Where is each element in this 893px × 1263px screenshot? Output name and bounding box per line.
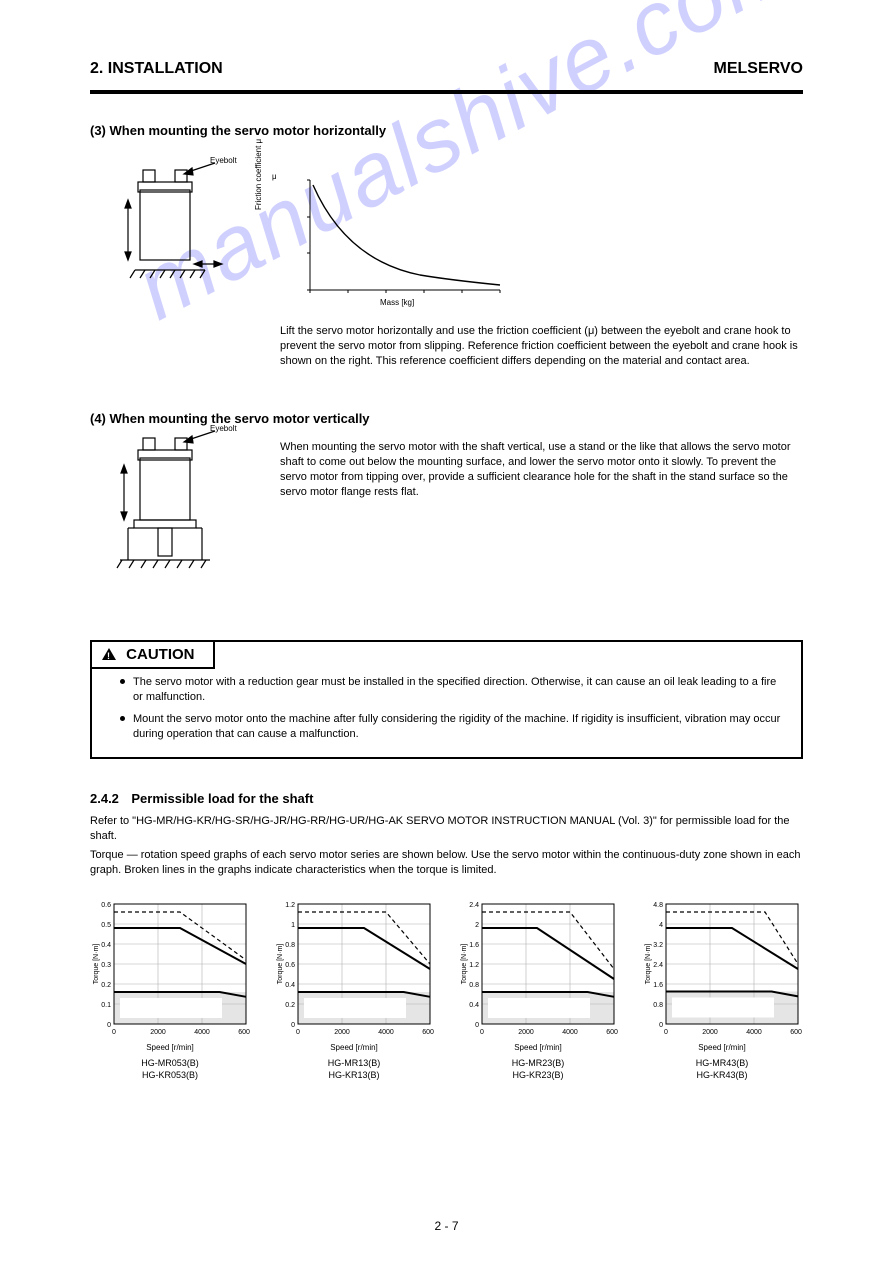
svg-text:0: 0 (107, 1022, 111, 1029)
svg-text:0.8: 0.8 (653, 1002, 663, 1009)
caution-label-text: CAUTION (126, 646, 194, 663)
svg-text:0.2: 0.2 (285, 1002, 295, 1009)
svg-text:0.4: 0.4 (101, 942, 111, 949)
svg-text:4.8: 4.8 (653, 902, 663, 909)
mech-drawing-vertical: Eyebolt (110, 430, 230, 580)
chart-title: HG-MR13(B)HG-KR13(B) (274, 1058, 434, 1081)
svg-text:4: 4 (659, 922, 663, 929)
svg-text:2: 2 (475, 922, 479, 929)
caution-body: The servo motor with a reduction gear mu… (92, 669, 801, 757)
svg-text:0.6: 0.6 (101, 902, 111, 909)
eyebolt-label-1: Eyebolt (210, 156, 237, 165)
svg-text:6000: 6000 (422, 1029, 434, 1036)
svg-text:0.8: 0.8 (469, 982, 479, 989)
svg-text:3.2: 3.2 (653, 942, 663, 949)
caution-item: The servo motor with a reduction gear mu… (120, 675, 789, 706)
svg-text:0.6: 0.6 (285, 962, 295, 969)
svg-text:0.1: 0.1 (101, 1002, 111, 1009)
torque-chart: 0 2000 4000 6000 0 0.4 0.8 1.2 1.6 2 2.4 Torque [N·… (458, 900, 618, 1081)
svg-text:2000: 2000 (150, 1029, 166, 1036)
svg-text:0.4: 0.4 (285, 982, 295, 989)
svg-text:4000: 4000 (746, 1029, 762, 1036)
svg-text:0: 0 (480, 1029, 484, 1036)
section-242-body1: Refer to "HG-MR/HG-KR/HG-SR/HG-JR/HG-RR/… (90, 814, 803, 844)
svg-text:0: 0 (664, 1029, 668, 1036)
section-242-body2: Torque — rotation speed graphs of each s… (90, 848, 803, 878)
page-number: 2 - 7 (0, 1219, 893, 1233)
svg-text:1: 1 (291, 922, 295, 929)
section-4-title: (4) When mounting the servo motor vertic… (90, 410, 803, 428)
section-4-body: When mounting the servo motor with the s… (280, 440, 800, 499)
caution-item-text: The servo motor with a reduction gear mu… (133, 675, 789, 706)
page: manualshive.com 2. INSTALLATION MELSERVO… (0, 0, 893, 1263)
svg-text:0: 0 (291, 1022, 295, 1029)
torque-chart: 0 2000 4000 6000 0 0.1 0.2 0.3 0.4 0.5 0.6 Torque [… (90, 900, 250, 1081)
caution-warning-icon: ! (102, 648, 116, 660)
bullet-icon (120, 679, 125, 684)
svg-text:1.2: 1.2 (469, 962, 479, 969)
torque-chart: 0 2000 4000 6000 0 0.8 1.6 2.4 3.2 4 4.8 Torque [N·… (642, 900, 802, 1081)
svg-text:2000: 2000 (334, 1029, 350, 1036)
svg-text:1.6: 1.6 (653, 982, 663, 989)
svg-text:6000: 6000 (606, 1029, 618, 1036)
svg-text:2.4: 2.4 (469, 902, 479, 909)
svg-text:0: 0 (475, 1022, 479, 1029)
section-3-body: Lift the servo motor horizontally and us… (280, 324, 800, 369)
svg-text:0.2: 0.2 (101, 982, 111, 989)
svg-text:2000: 2000 (518, 1029, 534, 1036)
caution-item: Mount the servo motor onto the machine a… (120, 712, 789, 743)
header-rule (90, 90, 803, 94)
chart-title: HG-MR43(B)HG-KR43(B) (642, 1058, 802, 1081)
svg-text:0.8: 0.8 (285, 942, 295, 949)
chart-xlabel: Speed [r/min] (274, 1043, 434, 1052)
section-3-title: (3) When mounting the servo motor horizo… (90, 122, 803, 140)
svg-text:1.2: 1.2 (285, 902, 295, 909)
chart-title: HG-MR053(B)HG-KR053(B) (90, 1058, 250, 1081)
svg-text:4000: 4000 (378, 1029, 394, 1036)
chart-title: HG-MR23(B)HG-KR23(B) (458, 1058, 618, 1081)
friction-yaxis: Friction coefficient μ (254, 139, 263, 210)
section-242-heading: 2.4.2 Permissible load for the shaft (90, 790, 803, 808)
friction-plot: μ Friction coefficient μ Mass [kg] (280, 170, 510, 310)
svg-text:Torque [N·m]: Torque [N·m] (277, 944, 284, 985)
eyebolt-label-2: Eyebolt (210, 424, 237, 433)
caution-box: ! CAUTION The servo motor with a reducti… (90, 640, 803, 759)
section-242-num: 2.4.2 (90, 791, 119, 806)
section-3-title-text: (3) When mounting the servo motor horizo… (90, 123, 386, 138)
svg-text:1.6: 1.6 (469, 942, 479, 949)
mu-symbol: μ (272, 172, 277, 181)
svg-text:4000: 4000 (194, 1029, 210, 1036)
friction-xaxis: Mass [kg] (380, 298, 414, 307)
header-chapter: 2. INSTALLATION (90, 60, 223, 78)
svg-text:0: 0 (112, 1029, 116, 1036)
svg-text:2000: 2000 (702, 1029, 718, 1036)
torque-chart: 0 2000 4000 6000 0 0.2 0.4 0.6 0.8 1 1.2 Torque [N·… (274, 900, 434, 1081)
svg-text:0: 0 (659, 1022, 663, 1029)
svg-text:0.4: 0.4 (469, 1002, 479, 1009)
svg-text:0.5: 0.5 (101, 922, 111, 929)
torque-charts-row: 020004000600000.10.20.30.40.50.6Torque [… (90, 900, 803, 1081)
section-242-title: Permissible load for the shaft (131, 791, 313, 806)
chart-xlabel: Speed [r/min] (458, 1043, 618, 1052)
chart-xlabel: Speed [r/min] (642, 1043, 802, 1052)
svg-text:6000: 6000 (790, 1029, 802, 1036)
mech-drawing-horizontal: Eyebolt (110, 160, 230, 300)
svg-text:0: 0 (296, 1029, 300, 1036)
chart-xlabel: Speed [r/min] (90, 1043, 250, 1052)
svg-text:0.3: 0.3 (101, 962, 111, 969)
svg-text:4000: 4000 (562, 1029, 578, 1036)
svg-text:6000: 6000 (238, 1029, 250, 1036)
caution-item-text: Mount the servo motor onto the machine a… (133, 712, 789, 743)
caution-label: ! CAUTION (92, 642, 215, 669)
svg-text:Torque [N·m]: Torque [N·m] (461, 944, 468, 985)
bullet-icon (120, 716, 125, 721)
svg-text:Torque [N·m]: Torque [N·m] (645, 944, 652, 985)
svg-text:2.4: 2.4 (653, 962, 663, 969)
svg-text:Torque [N·m]: Torque [N·m] (93, 944, 100, 985)
header-brand: MELSERVO (714, 60, 804, 78)
